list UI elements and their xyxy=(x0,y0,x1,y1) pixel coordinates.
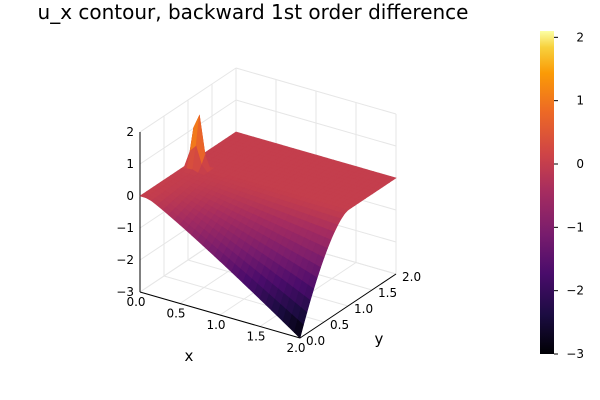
z-tick-label: 1 xyxy=(126,157,134,171)
z-tick-label: −3 xyxy=(116,285,134,299)
colorbar-gradient xyxy=(540,31,554,354)
colorbar-tick-label: 2 xyxy=(576,30,584,44)
x-tick-label: 2.0 xyxy=(286,341,305,355)
colorbar-tick-label: −1 xyxy=(566,220,584,234)
chart-title: u_x contour, backward 1st order differen… xyxy=(38,0,469,24)
colorbar-tick-label: −2 xyxy=(566,284,584,298)
grid-line xyxy=(235,99,397,147)
surface xyxy=(139,114,397,339)
z-tick-label: 2 xyxy=(126,125,134,139)
x-tick-label: 0.5 xyxy=(166,307,185,321)
x-tick-label: 0.0 xyxy=(126,295,145,309)
colorbar-ticks: −3 −2 −1 0 1 2 xyxy=(554,30,584,361)
axes xyxy=(139,132,397,339)
grid-line xyxy=(235,67,397,115)
y-tick-label: 0.0 xyxy=(306,334,325,348)
grid-line xyxy=(139,99,237,165)
y-axis-label: y xyxy=(375,330,384,348)
colorbar-tick-label: 0 xyxy=(576,157,584,171)
x-axis-line xyxy=(139,291,301,339)
y-tick-label: 1.5 xyxy=(378,286,397,300)
x-axis-label: x xyxy=(185,347,194,365)
y-tick-label: 2.0 xyxy=(402,270,421,284)
colorbar: −3 −2 −1 0 1 2 xyxy=(540,30,584,361)
z-tick-label: −1 xyxy=(116,221,134,235)
colorbar-tick-label: −3 xyxy=(566,347,584,361)
grid-line xyxy=(139,67,237,133)
y-tick-label: 0.5 xyxy=(330,318,349,332)
surface-patch xyxy=(293,319,304,339)
z-tick-label: 0 xyxy=(126,189,134,203)
x-tick-label: 1.0 xyxy=(206,318,225,332)
x-tick-label: 1.5 xyxy=(246,330,265,344)
colorbar-tick-label: 1 xyxy=(576,94,584,108)
z-tick-label: −2 xyxy=(116,253,134,267)
y-tick-label: 1.0 xyxy=(354,302,373,316)
y-axis-line xyxy=(299,273,397,339)
